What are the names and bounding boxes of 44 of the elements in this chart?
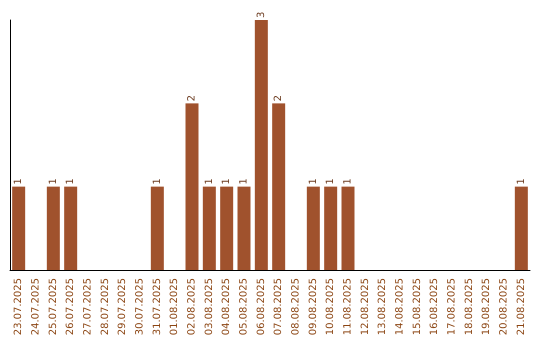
data-label: 1 [221, 178, 232, 185]
data-label: 3 [256, 12, 267, 18]
x-tick-label: 26.07.2025 [65, 278, 76, 336]
x-tick-label: 06.08.2025 [256, 278, 267, 336]
x-tick-label: 15.08.2025 [412, 278, 423, 336]
data-label: 2 [186, 94, 198, 102]
x-tick-label: 21.08.2025 [516, 278, 527, 336]
x-tick-label: 14.08.2025 [394, 278, 406, 336]
data-label: 1 [65, 178, 76, 185]
x-tick-label: 11.08.2025 [342, 278, 354, 336]
x-tick-label: 02.08.2025 [186, 278, 198, 336]
x-tick-label: 07.08.2025 [273, 278, 284, 336]
x-tick-label: 17.08.2025 [446, 278, 458, 336]
x-tick-label: 29.07.2025 [117, 278, 128, 336]
x-tick-label: 01.08.2025 [169, 278, 180, 336]
x-tick-label: 19.08.2025 [481, 278, 492, 336]
x-tick-label: 20.08.2025 [498, 278, 510, 336]
data-label: 1 [516, 178, 527, 185]
data-label: 1 [48, 178, 59, 185]
x-tick-label: 28.07.2025 [100, 278, 111, 336]
x-tick-label: 18.08.2025 [464, 278, 475, 336]
x-tick-label: 25.07.2025 [48, 278, 59, 336]
data-label: 1 [13, 178, 24, 185]
x-tick-label: 24.07.2025 [30, 278, 42, 336]
data-label: 1 [342, 178, 354, 185]
x-tick-label: 23.07.2025 [13, 278, 24, 336]
x-tick-label: 31.07.2025 [152, 278, 163, 336]
data-label: 1 [152, 178, 163, 185]
x-tick-label: 05.08.2025 [238, 278, 250, 336]
data-label: 1 [204, 178, 215, 185]
x-tick-label: 10.08.2025 [325, 278, 336, 336]
data-label: 1 [325, 178, 336, 185]
x-tick-label: 30.07.2025 [134, 278, 146, 336]
x-tick-label: 03.08.2025 [204, 278, 215, 336]
x-tick-label: 27.07.2025 [82, 278, 94, 336]
x-tick-label: 16.08.2025 [429, 278, 440, 336]
data-label: 1 [238, 178, 250, 185]
data-label: 1 [308, 178, 319, 185]
x-tick-label: 08.08.2025 [290, 278, 302, 336]
x-tick-label: 13.08.2025 [377, 278, 388, 336]
x-tick-label: 04.08.2025 [221, 278, 232, 336]
x-tick-label: 09.08.2025 [308, 278, 319, 336]
data-label: 2 [273, 94, 284, 102]
x-tick-label: 12.08.2025 [360, 278, 371, 336]
